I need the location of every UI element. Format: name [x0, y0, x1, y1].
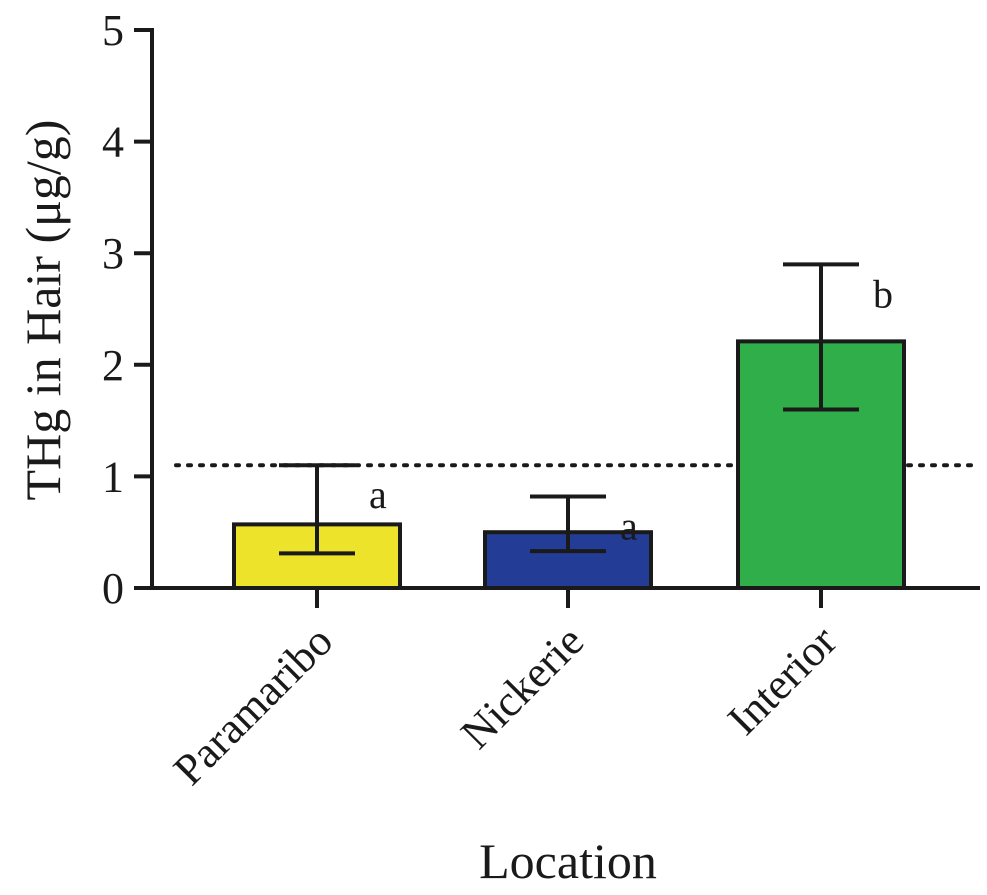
- x-axis: [150, 586, 980, 608]
- y-tick-label: 4: [102, 118, 124, 167]
- error-bars: [279, 262, 859, 556]
- y-tick-label: 3: [102, 229, 124, 278]
- y-tick-label: 2: [102, 341, 124, 390]
- y-axis: 0 1 2 3 4 5: [102, 6, 154, 613]
- category-label: Interior: [718, 616, 846, 744]
- significance-letter: b: [873, 271, 893, 316]
- category-label: Nickerie: [451, 616, 593, 758]
- y-tick-label: 0: [102, 564, 124, 613]
- significance-letters: a a b: [369, 271, 893, 548]
- significance-letter: a: [369, 472, 387, 517]
- y-axis-title: THg in Hair (μg/g): [15, 120, 71, 501]
- x-axis-title: Location: [479, 833, 657, 889]
- significance-letter: a: [620, 503, 638, 548]
- y-tick-label: 5: [102, 6, 124, 55]
- category-label: Paramaribo: [164, 616, 342, 794]
- category-labels: Paramaribo Nickerie Interior: [164, 616, 846, 794]
- y-tick-label: 1: [102, 452, 124, 501]
